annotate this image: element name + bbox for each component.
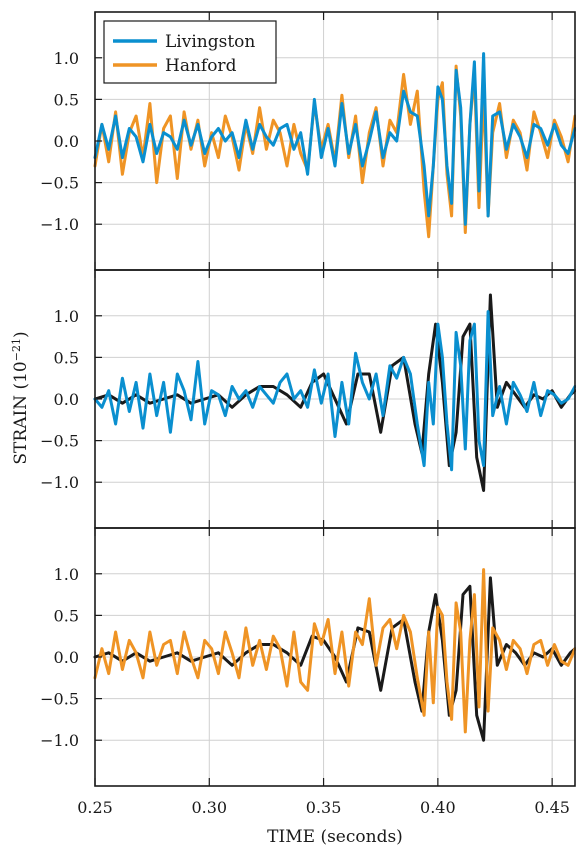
x-tick-label: 0.40 <box>420 798 456 817</box>
y-tick-label: 1.0 <box>54 307 79 326</box>
y-tick-label: 0.5 <box>54 348 79 367</box>
y-tick-label: 0.0 <box>54 390 79 409</box>
y-tick-label: −1.0 <box>40 473 79 492</box>
y-axis-title: STRAIN (10−21) <box>10 331 32 464</box>
y-tick-label: −0.5 <box>40 690 79 709</box>
legend-label-hanford: Hanford <box>165 56 237 76</box>
x-tick-label: 0.35 <box>306 798 342 817</box>
y-tick-label: 1.0 <box>54 49 79 68</box>
x-tick-label: 0.30 <box>191 798 227 817</box>
y-tick-label: −0.5 <box>40 432 79 451</box>
series-line-hanford <box>93 568 576 734</box>
series-line-model <box>93 293 576 492</box>
x-tick-label: 0.25 <box>77 798 113 817</box>
y-tick-label: −1.0 <box>40 731 79 750</box>
series-line-livingston <box>93 52 576 226</box>
series-line-hanford <box>93 64 576 239</box>
y-axis-title-close: ) <box>11 331 31 338</box>
legend-label-livingston: Livingston <box>165 32 255 52</box>
y-tick-label: 1.0 <box>54 565 79 584</box>
y-tick-label: −1.0 <box>40 215 79 234</box>
y-tick-label: −0.5 <box>40 174 79 193</box>
y-axis-title-exponent: −21 <box>10 338 23 361</box>
y-tick-label: 0.0 <box>54 132 79 151</box>
legend-box <box>103 20 277 84</box>
x-tick-label: 0.45 <box>534 798 570 817</box>
y-tick-label: 0.0 <box>54 648 79 667</box>
y-tick-label: 0.5 <box>54 90 79 109</box>
tick-layer: 1.0 0.5 0.0 −0.5 −1.0 1.0 0.5 0.0 −0.5 −1.0 1.0 0.5… <box>40 12 570 817</box>
legend: Livingston Hanford <box>103 20 277 84</box>
y-axis-title-base: STRAIN (10 <box>11 361 31 464</box>
y-tick-label: 0.5 <box>54 606 79 625</box>
series-line-livingston <box>93 310 576 472</box>
x-axis-title: TIME (seconds) <box>267 827 403 847</box>
series-layer <box>93 52 576 742</box>
